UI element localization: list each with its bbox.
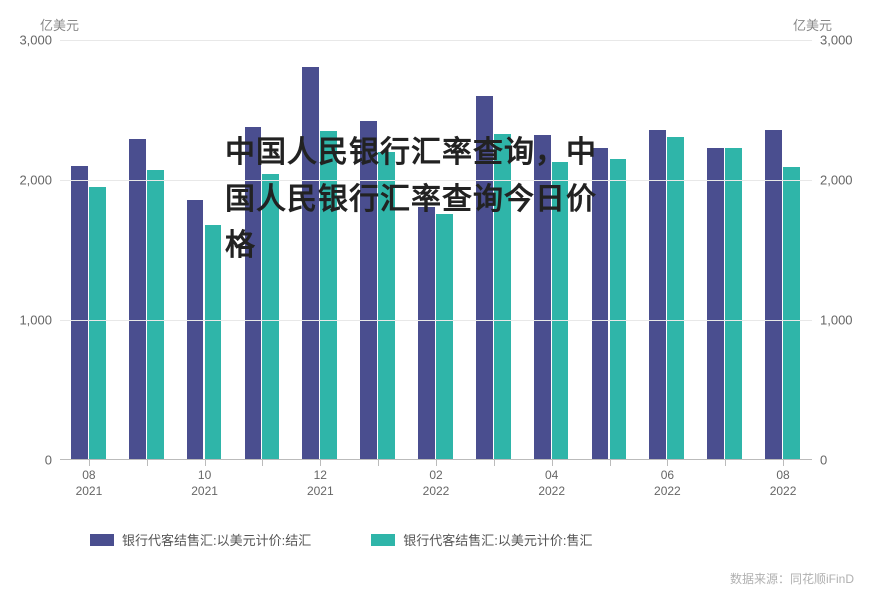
y-tick-right: 1,000 xyxy=(820,313,853,328)
y-tick-right: 3,000 xyxy=(820,33,853,48)
x-tick xyxy=(147,460,148,466)
x-tick xyxy=(783,460,784,466)
bar xyxy=(783,167,800,460)
x-tick-label: 042022 xyxy=(538,468,565,499)
bar xyxy=(129,139,146,460)
legend-swatch xyxy=(371,534,395,546)
x-tick xyxy=(320,460,321,466)
x-tick-label: 082021 xyxy=(76,468,103,499)
y-tick-right: 0 xyxy=(820,453,827,468)
x-tick-label: 062022 xyxy=(654,468,681,499)
bar xyxy=(667,137,684,460)
x-tick-label: 102021 xyxy=(191,468,218,499)
y-tick-left: 2,000 xyxy=(19,173,52,188)
gridline xyxy=(60,40,812,41)
x-tick xyxy=(610,460,611,466)
x-tick-label: 122021 xyxy=(307,468,334,499)
y-unit-left: 亿美元 xyxy=(40,15,79,34)
x-tick xyxy=(262,460,263,466)
y-tick-right: 2,000 xyxy=(820,173,853,188)
bar xyxy=(71,166,88,460)
legend-label: 银行代客结售汇:以美元计价:结汇 xyxy=(122,530,311,549)
x-tick xyxy=(494,460,495,466)
legend-item: 银行代客结售汇:以美元计价:售汇 xyxy=(371,530,592,549)
x-tick xyxy=(378,460,379,466)
y-tick-left: 1,000 xyxy=(19,313,52,328)
bar xyxy=(147,170,164,460)
x-tick xyxy=(725,460,726,466)
legend-item: 银行代客结售汇:以美元计价:结汇 xyxy=(90,530,311,549)
bar xyxy=(187,200,204,460)
bar xyxy=(610,159,627,460)
y-tick-left: 3,000 xyxy=(19,33,52,48)
x-tick xyxy=(89,460,90,466)
y-unit-right: 亿美元 xyxy=(793,15,832,34)
x-tick xyxy=(436,460,437,466)
x-tick xyxy=(552,460,553,466)
x-tick xyxy=(667,460,668,466)
x-tick-label: 082022 xyxy=(770,468,797,499)
y-tick-left: 0 xyxy=(45,453,52,468)
bar xyxy=(205,225,222,460)
legend: 银行代客结售汇:以美元计价:结汇 银行代客结售汇:以美元计价:售汇 xyxy=(90,530,592,549)
legend-label: 银行代客结售汇:以美元计价:售汇 xyxy=(403,530,592,549)
x-tick xyxy=(205,460,206,466)
x-tick-label: 022022 xyxy=(423,468,450,499)
overlay-title: 中国人民银行汇率查询，中国人民银行汇率查询今日价格 xyxy=(225,130,605,270)
bar xyxy=(725,148,742,460)
gridline xyxy=(60,320,812,321)
legend-swatch xyxy=(90,534,114,546)
bar xyxy=(707,148,724,460)
data-source-label: 数据来源：同花顺iFinD xyxy=(730,570,854,587)
bar xyxy=(89,187,106,460)
